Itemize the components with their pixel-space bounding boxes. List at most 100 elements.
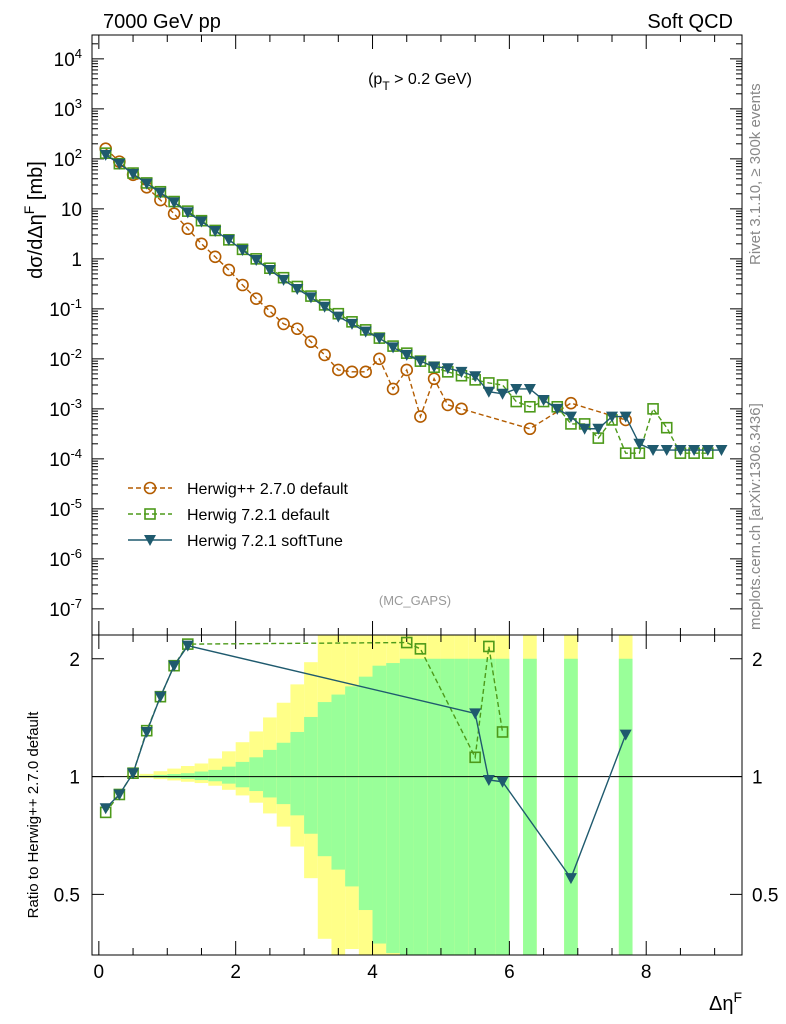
data-point bbox=[144, 508, 156, 520]
band-inner bbox=[222, 766, 236, 784]
band-inner bbox=[358, 676, 373, 911]
band-inner bbox=[618, 658, 633, 955]
data-point bbox=[551, 403, 564, 415]
data-point bbox=[277, 317, 290, 331]
band-inner bbox=[440, 658, 455, 955]
data-point bbox=[688, 445, 701, 457]
main-y-axis-label: dσ/dΔηF [mb] bbox=[21, 161, 47, 279]
ratio-frame bbox=[91, 634, 743, 956]
legend-label: Herwig 7.2.1 softTune bbox=[187, 533, 343, 550]
x-tick-label: 8 bbox=[641, 962, 652, 983]
data-point bbox=[660, 421, 673, 434]
legend-label: Herwig++ 2.7.0 default bbox=[187, 481, 349, 498]
analysis-label: (MC_GAPS) bbox=[379, 593, 451, 608]
data-point bbox=[140, 726, 153, 738]
data-point bbox=[291, 283, 304, 295]
data-point bbox=[263, 304, 277, 318]
band-inner bbox=[523, 658, 537, 955]
data-point bbox=[154, 187, 167, 199]
data-point bbox=[428, 361, 441, 373]
band-inner bbox=[413, 658, 428, 955]
data-point bbox=[195, 216, 208, 228]
x-tick-label: 2 bbox=[230, 962, 241, 983]
data-point bbox=[263, 264, 276, 276]
data-point bbox=[304, 292, 317, 304]
ratio-y-tick-label: 2 bbox=[69, 650, 80, 671]
data-point bbox=[127, 168, 140, 180]
data-point bbox=[195, 237, 208, 251]
band-inner bbox=[208, 769, 222, 782]
data-point bbox=[209, 226, 222, 238]
data-point bbox=[359, 326, 372, 338]
data-point bbox=[441, 363, 454, 375]
data-point bbox=[400, 636, 413, 649]
data-point bbox=[592, 423, 605, 435]
data-point bbox=[564, 396, 578, 410]
band-inner bbox=[495, 658, 510, 955]
y-tick-label: 10-2 bbox=[49, 346, 82, 371]
data-point bbox=[496, 388, 509, 400]
band-inner bbox=[468, 658, 482, 955]
data-point bbox=[359, 365, 372, 379]
data-point bbox=[647, 445, 660, 457]
data-point bbox=[469, 371, 482, 383]
data-point bbox=[113, 158, 126, 170]
band-inner bbox=[399, 658, 414, 955]
data-point bbox=[619, 447, 632, 459]
data-point bbox=[181, 207, 194, 219]
data-point bbox=[143, 481, 157, 495]
ratio-y-tick-label: 0.5 bbox=[54, 885, 80, 906]
side-label-rivet: Rivet 3.1.10, ≥ 300k events bbox=[747, 83, 764, 265]
data-point bbox=[345, 365, 359, 379]
data-point bbox=[510, 383, 523, 395]
header-right: Soft QCD bbox=[647, 11, 733, 33]
data-point bbox=[523, 422, 537, 436]
band-inner bbox=[276, 742, 291, 805]
band-inner bbox=[304, 716, 318, 834]
data-point bbox=[414, 356, 427, 368]
band-inner bbox=[249, 757, 264, 792]
cut-label: (pT > 0.2 GeV) bbox=[368, 71, 472, 93]
band-inner bbox=[345, 686, 359, 887]
data-point bbox=[482, 386, 495, 398]
data-point bbox=[277, 274, 290, 286]
band-inner bbox=[194, 771, 209, 781]
data-point bbox=[414, 410, 427, 423]
series-line bbox=[105, 154, 722, 451]
series-line bbox=[105, 152, 708, 454]
data-point bbox=[168, 197, 181, 209]
band-inner bbox=[564, 658, 578, 955]
ratio-series-line bbox=[105, 644, 627, 880]
data-point bbox=[606, 411, 618, 423]
data-point bbox=[510, 395, 523, 408]
data-point bbox=[332, 363, 345, 377]
y-tick-label: 103 bbox=[54, 96, 82, 121]
data-point bbox=[387, 342, 400, 354]
data-point bbox=[633, 438, 646, 450]
data-point bbox=[318, 301, 331, 313]
data-point bbox=[332, 311, 345, 323]
data-point bbox=[373, 352, 386, 366]
data-point bbox=[400, 363, 414, 377]
header-left: 7000 GeV pp bbox=[103, 11, 221, 33]
data-point bbox=[249, 292, 263, 305]
data-point bbox=[469, 751, 481, 764]
data-point bbox=[414, 643, 427, 655]
data-point bbox=[647, 403, 659, 415]
y-tick-label: 10 bbox=[61, 200, 82, 221]
data-point bbox=[181, 222, 195, 236]
y-tick-label: 10-7 bbox=[49, 596, 82, 621]
data-point bbox=[250, 254, 263, 266]
data-point bbox=[168, 660, 181, 672]
data-point bbox=[290, 322, 304, 336]
legend-label: Herwig 7.2.1 default bbox=[187, 507, 330, 524]
data-point bbox=[523, 383, 536, 395]
ratio-y-tick-label-right: 1 bbox=[752, 768, 763, 789]
data-point bbox=[113, 789, 126, 801]
x-tick-label: 6 bbox=[504, 962, 515, 983]
band-inner bbox=[427, 658, 441, 955]
y-tick-label: 102 bbox=[54, 146, 82, 171]
data-point bbox=[127, 768, 140, 780]
band-inner bbox=[386, 663, 400, 954]
band-inner bbox=[482, 658, 496, 955]
